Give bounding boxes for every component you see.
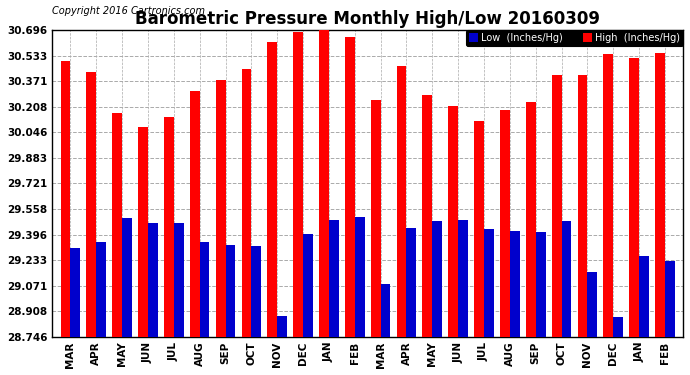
Bar: [319, 29, 329, 337]
Bar: [371, 100, 381, 337]
Bar: [535, 232, 546, 337]
Bar: [251, 246, 262, 337]
Title: Barometric Pressure Monthly High/Low 20160309: Barometric Pressure Monthly High/Low 201…: [135, 10, 600, 28]
Bar: [226, 245, 235, 337]
Bar: [122, 218, 132, 337]
Bar: [510, 231, 520, 337]
Bar: [526, 102, 535, 337]
Bar: [277, 316, 287, 337]
Bar: [562, 221, 571, 337]
Bar: [484, 229, 494, 337]
Bar: [578, 75, 587, 337]
Bar: [174, 223, 184, 337]
Bar: [70, 248, 80, 337]
Bar: [665, 261, 675, 337]
Bar: [164, 117, 174, 337]
Bar: [241, 69, 251, 337]
Bar: [458, 220, 468, 337]
Bar: [148, 223, 158, 337]
Bar: [655, 53, 665, 337]
Bar: [293, 33, 303, 337]
Bar: [216, 80, 226, 337]
Bar: [422, 95, 433, 337]
Bar: [112, 113, 122, 337]
Bar: [268, 42, 277, 337]
Bar: [96, 242, 106, 337]
Bar: [345, 37, 355, 337]
Bar: [448, 106, 458, 337]
Bar: [303, 234, 313, 337]
Bar: [190, 91, 199, 337]
Bar: [397, 66, 406, 337]
Bar: [61, 61, 70, 337]
Bar: [629, 58, 639, 337]
Legend: Low  (Inches/Hg), High  (Inches/Hg): Low (Inches/Hg), High (Inches/Hg): [466, 30, 683, 46]
Bar: [552, 75, 562, 337]
Bar: [329, 220, 339, 337]
Bar: [86, 72, 96, 337]
Bar: [138, 127, 148, 337]
Bar: [587, 272, 598, 337]
Bar: [355, 217, 364, 337]
Bar: [613, 317, 623, 337]
Text: Copyright 2016 Cartronics.com: Copyright 2016 Cartronics.com: [52, 6, 206, 16]
Bar: [433, 221, 442, 337]
Bar: [639, 256, 649, 337]
Bar: [406, 228, 416, 337]
Bar: [500, 110, 510, 337]
Bar: [604, 54, 613, 337]
Bar: [199, 242, 210, 337]
Bar: [381, 284, 391, 337]
Bar: [474, 121, 484, 337]
